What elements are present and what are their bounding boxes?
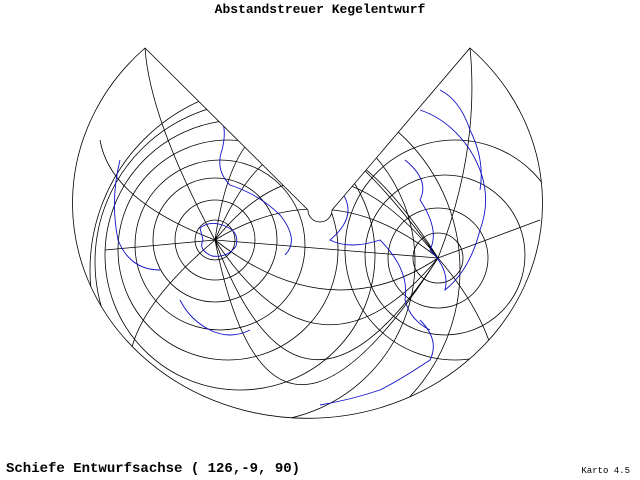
map-outline xyxy=(72,47,543,419)
graticule xyxy=(89,48,543,419)
projection-label: Schiefe Entwurfsachse ( 126,-9, 90) xyxy=(6,461,301,477)
software-label: Karto 4.5 xyxy=(581,466,630,476)
map-title: Abstandstreuer Kegelentwurf xyxy=(214,2,426,17)
coastlines xyxy=(114,89,487,406)
